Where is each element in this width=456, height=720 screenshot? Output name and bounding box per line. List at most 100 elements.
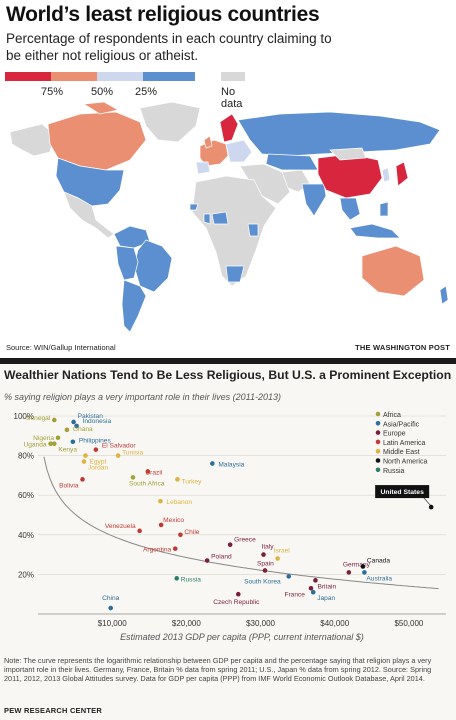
point-label: Spain [257,560,274,567]
point-lebanon [158,498,163,504]
legend-swatch-25 [97,72,143,81]
chart-subtitle: % saying religion plays a very important… [4,392,281,402]
map-indonesia [349,223,401,239]
point-label: Senegal [26,415,51,422]
point-label: South Korea [244,578,281,585]
callout-leader [422,496,431,506]
map-japan [395,161,409,187]
point-greece [227,542,233,547]
point-label: Argentina [143,547,172,554]
point-label: Uganda [24,442,47,449]
legend-swatch [375,458,381,463]
point-brazil [145,469,151,474]
point-label: Germany [343,561,371,568]
legend-label: Latin America [383,440,426,447]
point-pakistan [71,419,76,425]
map-iberia [195,161,211,175]
point-canada [360,564,366,569]
map-nigeria [211,211,229,225]
point-argentina [172,546,178,551]
point-australia [362,570,367,575]
legend-swatch [375,448,381,454]
pew-panel: Wealthier Nations Tend to Be Less Religi… [0,364,456,720]
point-japan [310,589,316,595]
legend-label: Russia [383,468,405,475]
y-tick-label: 40% [18,531,34,540]
map-new-zealand [439,285,449,305]
map-china [317,153,383,199]
x-tick-label: $30,000 [246,619,275,628]
map-mongolia [329,147,367,161]
x-tick-label: $10,000 [98,619,127,628]
point-poland [204,558,210,563]
map-arctic-islands [82,101,119,115]
map-legend: 75% 50% 25% No data [5,72,255,110]
legend-label-50: 50% [91,86,114,98]
point-china [108,605,113,611]
point-mexico [158,522,164,528]
scatter-chart: 20% 40% 60% 80% 100% $10,000 $20,000 $30,000 $40… [14,411,446,642]
point-label: China [102,595,120,602]
point-label: Ghana [73,426,93,433]
map-subtitle: Percentage of respondents in each countr… [6,31,332,63]
point-label: Czech Republic [213,599,260,606]
legend-swatch-75 [5,72,51,81]
legend-swatch [375,421,381,426]
point-germany [346,570,352,575]
panel-separator [0,358,456,364]
point-label: Tunisia [122,450,143,457]
y-tick-label: 20% [18,570,34,579]
point-united-states [428,504,434,510]
point-france [308,585,314,591]
trend-curve [43,456,439,590]
x-tick-label: $40,000 [320,619,349,628]
map-east-europe [225,139,253,163]
map-kenya [247,223,259,237]
legend-label-no-data: No data [221,86,243,110]
point-italy [261,552,266,557]
point-spain [262,568,268,573]
point-bolivia [80,477,85,482]
point-label: Bolivia [59,482,79,489]
point-label: Pakistan [78,413,104,420]
point-label: Egypt [89,459,106,466]
point-label: Chile [184,529,199,536]
legend-label: North America [383,459,427,466]
map-central-asia [265,153,319,171]
point-egypt [83,453,88,458]
legend-swatch-0 [143,72,195,81]
map-senegal [189,203,199,211]
x-axis-label: Estimated 2013 GDP per capita (PPP, curr… [120,632,364,642]
map-peru [115,245,139,281]
map-russia [237,111,441,157]
point-label: Greece [234,537,256,544]
map-alaska [9,123,55,157]
chart-note: Note: The curve represents the logarithm… [4,656,432,684]
point-philippines [70,439,76,445]
y-tick-label: 80% [18,452,34,461]
point-south-africa [130,475,136,480]
point-label: El Salvador [102,443,137,450]
map-argentina [121,279,147,333]
map-uk [203,135,213,149]
map-greenland [139,101,201,143]
map-australia [361,245,425,297]
x-tick-label: $50,000 [394,619,423,628]
point-label: Turkey [181,478,202,485]
chart-credit: PEW RESEARCH CENTER [4,706,102,715]
point-label: Kenya [58,447,77,454]
legend-label-75: 75% [41,86,64,98]
point-uganda [48,441,53,447]
legend-label: Africa [383,412,401,419]
point-russia [174,576,180,581]
point-label: Britain [317,583,336,590]
legend-swatch [375,430,381,435]
world-map [9,101,449,333]
point-turkey [175,477,180,482]
point-senegal [52,417,57,423]
point-label: Malaysia [218,462,244,469]
point-czech-republic [235,591,241,597]
point-jordan [81,459,87,464]
legend-swatch [375,467,381,473]
point-label: Italy [262,544,275,551]
